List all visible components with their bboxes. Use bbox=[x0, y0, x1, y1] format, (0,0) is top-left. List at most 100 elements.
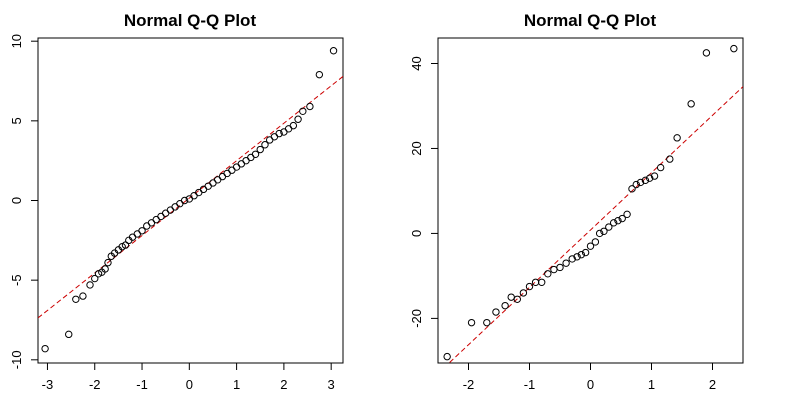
data-point bbox=[645, 174, 654, 182]
data-point bbox=[730, 44, 738, 53]
data-point bbox=[251, 150, 260, 158]
data-point bbox=[550, 265, 558, 274]
data-point bbox=[157, 212, 165, 221]
y-tick-label: 0 bbox=[409, 230, 424, 237]
y-tick-label: 0 bbox=[9, 197, 24, 204]
data-point bbox=[673, 134, 681, 142]
data-point bbox=[270, 133, 279, 141]
data-point bbox=[79, 292, 87, 300]
data-point bbox=[294, 115, 302, 123]
x-tick-label: -2 bbox=[463, 377, 475, 392]
data-point bbox=[133, 230, 142, 238]
data-point bbox=[261, 141, 269, 149]
x-tick-label: 2 bbox=[709, 377, 716, 392]
data-point bbox=[166, 206, 175, 214]
data-point bbox=[266, 136, 274, 144]
data-point bbox=[315, 70, 324, 79]
data-point bbox=[284, 125, 293, 133]
x-tick-label: -1 bbox=[524, 377, 536, 392]
data-point bbox=[65, 330, 73, 339]
y-tick-label: 10 bbox=[9, 34, 24, 48]
y-tick-label: 5 bbox=[9, 117, 24, 124]
data-point bbox=[609, 219, 618, 227]
data-point bbox=[656, 163, 665, 172]
data-point bbox=[242, 156, 250, 165]
chart-title: Normal Q-Q Plot bbox=[524, 11, 657, 30]
qq-reference-line bbox=[448, 86, 743, 363]
data-point bbox=[86, 281, 94, 289]
data-point bbox=[180, 196, 189, 205]
data-point bbox=[299, 107, 307, 115]
data-point bbox=[525, 282, 534, 291]
data-point bbox=[586, 242, 595, 250]
data-point bbox=[329, 47, 338, 55]
data-point bbox=[650, 172, 659, 180]
data-point bbox=[628, 185, 636, 193]
data-point bbox=[483, 318, 491, 327]
data-point bbox=[171, 203, 179, 211]
data-point bbox=[492, 308, 500, 316]
data-point bbox=[577, 250, 586, 259]
x-tick-label: 1 bbox=[233, 377, 240, 392]
data-point bbox=[138, 227, 146, 235]
data-point bbox=[623, 210, 631, 219]
data-point bbox=[666, 155, 674, 163]
y-tick-label: -5 bbox=[9, 274, 24, 286]
x-tick-label: 3 bbox=[328, 377, 335, 392]
qq-plot-right: Normal Q-Q Plot -2 -1 0 1 2 -20 0 20 40 bbox=[409, 11, 744, 392]
y-tick-label: -20 bbox=[409, 309, 424, 328]
data-point bbox=[228, 166, 236, 174]
data-point bbox=[581, 248, 590, 257]
data-point bbox=[562, 259, 570, 267]
data-point bbox=[600, 227, 608, 236]
y-tick-label: -10 bbox=[9, 350, 24, 369]
data-point bbox=[247, 153, 255, 162]
data-point bbox=[507, 293, 515, 301]
data-point bbox=[687, 100, 695, 108]
data-point bbox=[91, 274, 99, 283]
x-tick-label: 0 bbox=[186, 377, 193, 392]
data-point bbox=[573, 253, 581, 261]
data-point bbox=[147, 219, 156, 227]
data-point bbox=[568, 255, 576, 263]
data-point bbox=[256, 145, 264, 154]
data-point bbox=[544, 270, 552, 278]
x-tick-label: -1 bbox=[136, 377, 148, 392]
data-point bbox=[72, 295, 80, 303]
data-point bbox=[702, 49, 711, 57]
x-tick-label: 0 bbox=[587, 377, 594, 392]
data-point bbox=[223, 169, 231, 178]
data-point bbox=[538, 278, 546, 286]
data-point bbox=[614, 216, 622, 225]
data-point bbox=[632, 180, 640, 189]
data-point bbox=[467, 318, 476, 327]
data-point bbox=[591, 238, 600, 246]
data-point bbox=[641, 176, 650, 185]
data-point bbox=[209, 179, 217, 187]
data-point bbox=[41, 344, 49, 353]
data-point bbox=[161, 209, 170, 217]
data-point bbox=[306, 102, 314, 111]
x-tick-label: -3 bbox=[42, 377, 54, 392]
data-point bbox=[501, 301, 509, 310]
data-point bbox=[275, 129, 283, 138]
data-point bbox=[237, 160, 246, 168]
data-point bbox=[101, 265, 109, 273]
data-point bbox=[218, 172, 227, 181]
data-point bbox=[636, 178, 645, 187]
data-point bbox=[213, 176, 222, 184]
x-tick-label: 1 bbox=[648, 377, 655, 392]
x-tick-label: -2 bbox=[89, 377, 101, 392]
plot-frame bbox=[437, 37, 744, 364]
data-point bbox=[289, 121, 298, 130]
data-point bbox=[513, 295, 521, 303]
plot-frame bbox=[37, 37, 344, 364]
chart-title: Normal Q-Q Plot bbox=[124, 11, 257, 30]
data-point bbox=[618, 214, 626, 223]
data-point bbox=[556, 263, 564, 272]
data-point bbox=[595, 229, 604, 238]
data-point bbox=[531, 278, 540, 286]
y-tick-label: 20 bbox=[409, 141, 424, 155]
